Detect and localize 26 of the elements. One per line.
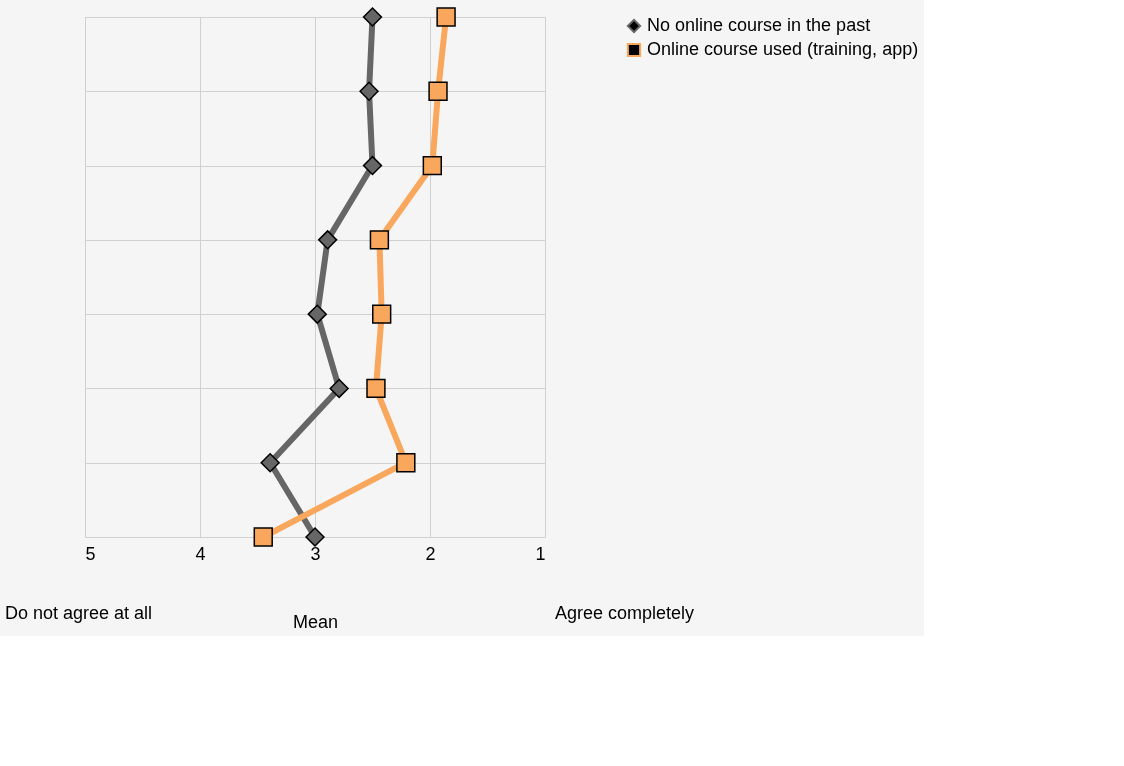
text: Agree completely	[555, 603, 695, 623]
point	[366, 378, 386, 399]
x-tick-label: 4	[195, 543, 206, 564]
point	[307, 304, 327, 324]
point	[253, 527, 273, 547]
point	[317, 230, 338, 250]
legend-label: No online course in the past	[647, 15, 871, 35]
point	[369, 230, 390, 250]
legend-label: Online course used (training, app)	[647, 39, 919, 59]
point	[362, 155, 383, 176]
x-axis-title: Mean	[292, 611, 339, 632]
x-tick-label: 5	[85, 543, 96, 564]
x-tick-label: 1	[535, 543, 546, 564]
point	[422, 155, 442, 176]
point	[362, 7, 383, 27]
point	[428, 81, 448, 101]
x-tick-label: 2	[425, 543, 436, 564]
point	[396, 453, 416, 473]
text: Do not agree at all	[5, 603, 153, 623]
point	[329, 378, 349, 399]
x-tick-label: 3	[310, 543, 321, 564]
point	[305, 527, 325, 547]
point	[260, 453, 280, 473]
point	[436, 7, 456, 27]
point	[359, 81, 379, 101]
point	[372, 304, 392, 324]
